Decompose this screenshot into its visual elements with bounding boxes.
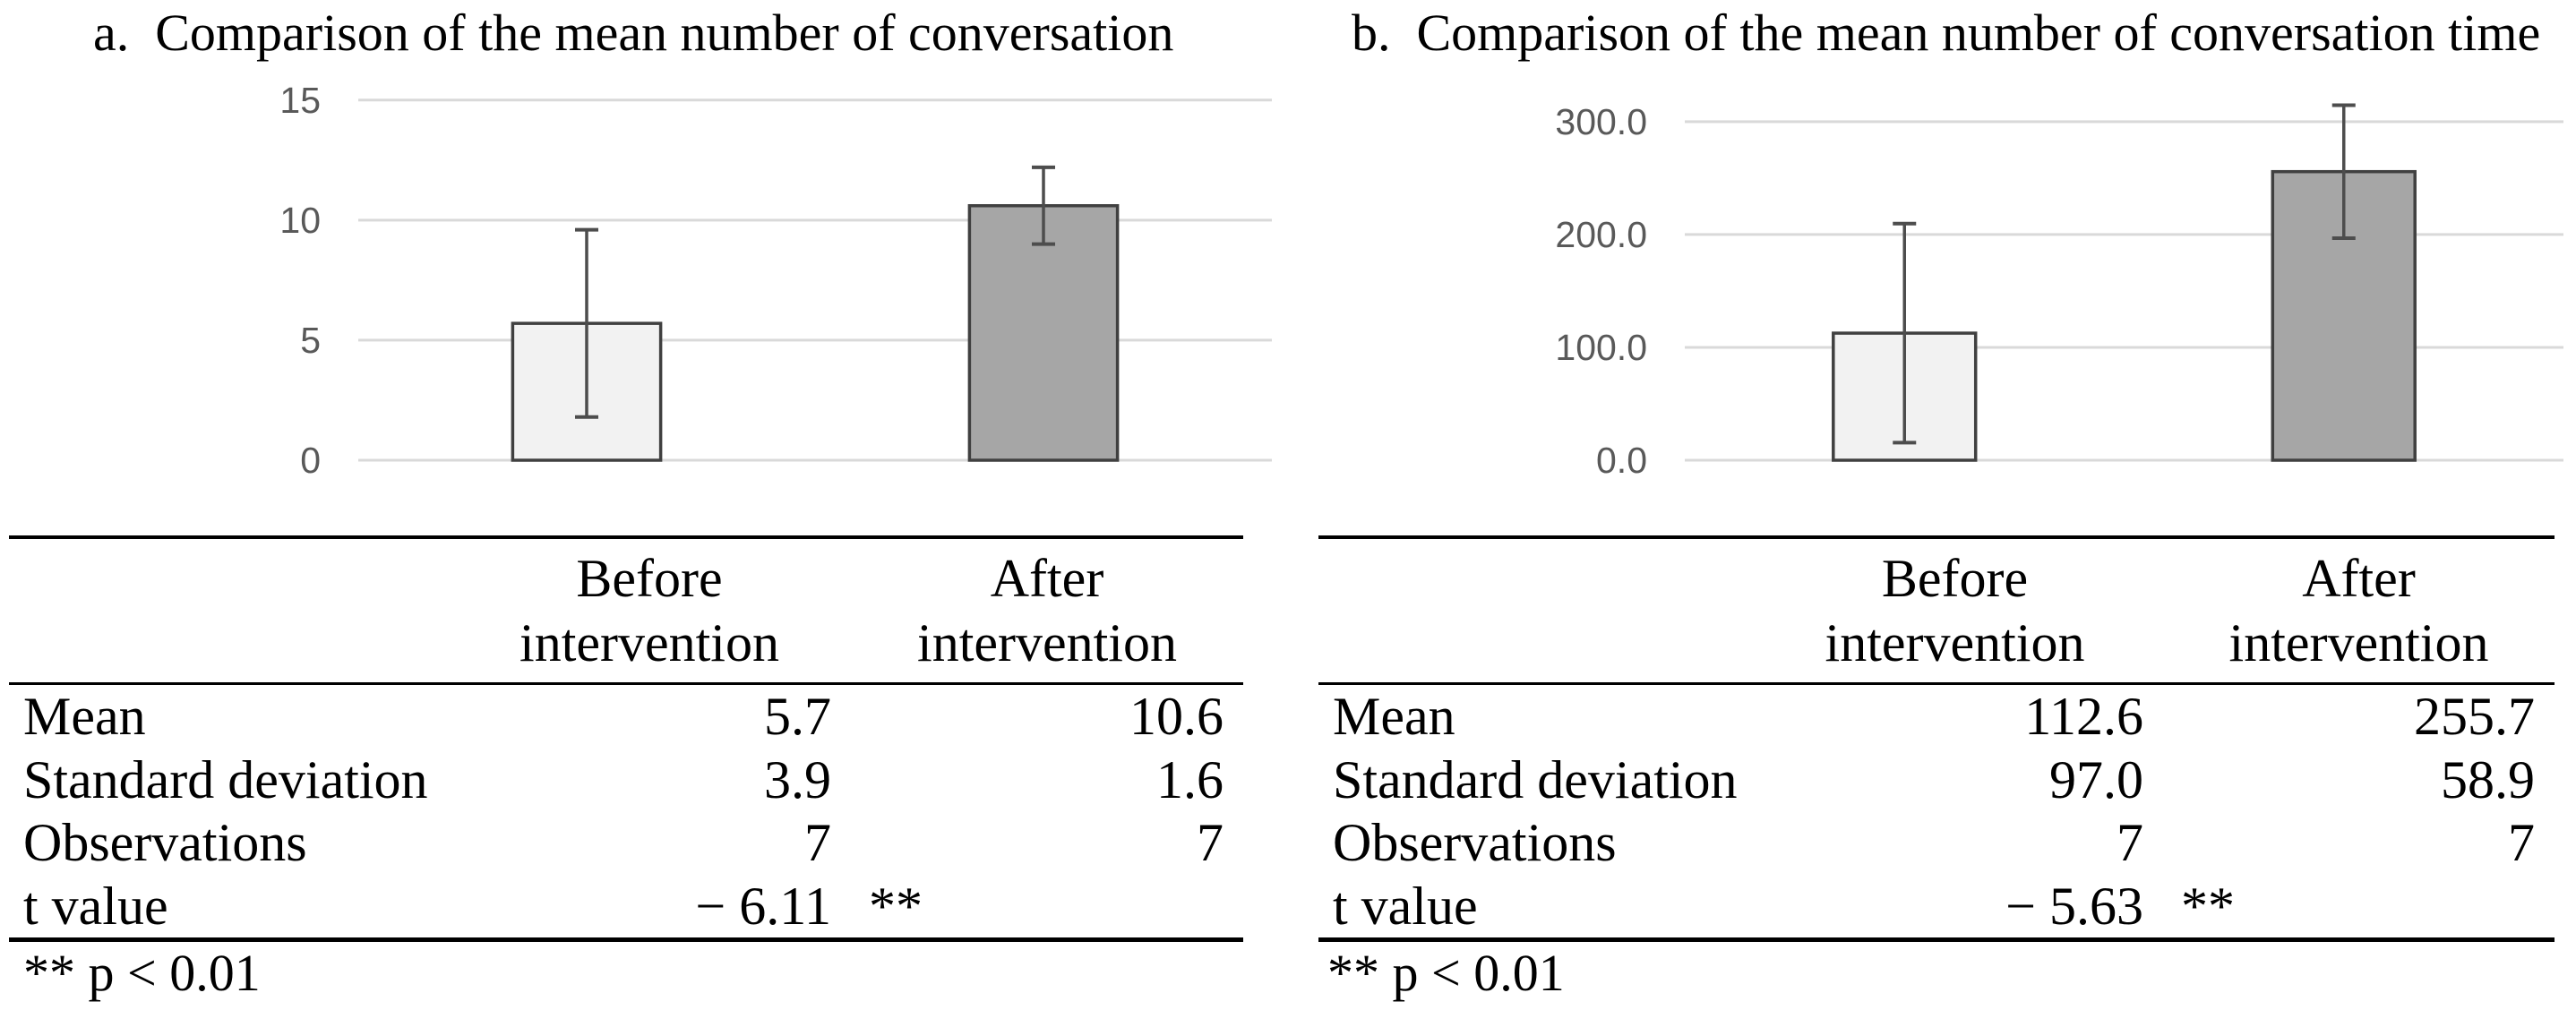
bar-chart-a: 0 5 10 15 [279, 80, 1272, 481]
col-header-before: Before intervention [1747, 539, 2163, 682]
table-row-observations: Observations 7 7 [1318, 811, 2555, 875]
y-tick-label: 15 [279, 80, 321, 121]
y-tick-label: 5 [300, 320, 321, 361]
col-header-line: Before [1881, 549, 2029, 608]
y-tick-label: 0 [300, 440, 321, 481]
panel-b: b. Comparison of the mean number of conv… [1288, 0, 2576, 1027]
row-label: Observations [23, 813, 307, 872]
value-after: 10.6 [1129, 687, 1224, 746]
row-label: Standard deviation [1333, 749, 1738, 809]
col-header-line: intervention [2228, 613, 2489, 672]
table-row-sd: Standard deviation 97.0 58.9 [1318, 749, 2555, 812]
table-row-mean: Mean 112.6 255.7 [1318, 685, 2555, 749]
y-tick-label: 100.0 [1555, 327, 1647, 368]
table-corner-cell [9, 539, 448, 682]
row-label: t value [1333, 876, 1478, 936]
table-row-sd: Standard deviation 3.9 1.6 [9, 749, 1243, 812]
value-after: 7 [1197, 813, 1224, 872]
bar-after-intervention [967, 204, 1120, 462]
y-tick-label: 0.0 [1596, 440, 1647, 481]
significance-marker: ** [869, 876, 923, 936]
table-corner-cell [1318, 539, 1747, 682]
row-label: Observations [1333, 813, 1617, 872]
col-header-line: intervention [917, 613, 1177, 672]
y-tick-label: 10 [279, 200, 321, 241]
col-header-line: After [990, 549, 1104, 608]
bar-chart-b: 0.0 100.0 200.0 300.0 [1555, 101, 2563, 481]
row-label: Mean [1333, 687, 1455, 746]
value-before: 7 [2117, 813, 2143, 872]
significance-marker: ** [2181, 876, 2235, 936]
value-before: 5.7 [764, 687, 831, 746]
row-label: Standard deviation [23, 749, 428, 809]
col-header-before: Before intervention [448, 539, 851, 682]
value-after: 58.9 [2441, 749, 2535, 809]
y-tick-label: 300.0 [1555, 101, 1647, 142]
col-header-line: intervention [1825, 613, 2085, 672]
col-header-line: After [2302, 549, 2416, 608]
table-row-tvalue: t value − 5.63 ** [1318, 875, 2555, 938]
footnote-b: ** p < 0.01 [1327, 944, 1565, 1002]
value-before: 3.9 [764, 749, 831, 809]
table-header-row: Before intervention After intervention [1318, 539, 2555, 685]
col-header-after: After intervention [851, 539, 1243, 682]
table-row-observations: Observations 7 7 [9, 811, 1243, 875]
panel-a-title: a. Comparison of the mean number of conv… [93, 4, 1174, 62]
value-before: − 6.11 [695, 876, 831, 936]
value-after: 255.7 [2414, 687, 2535, 746]
value-after: 1.6 [1156, 749, 1224, 809]
panel-b-title: b. Comparison of the mean number of conv… [1352, 4, 2541, 62]
stats-table-a: Before intervention After intervention M… [9, 535, 1243, 942]
table-row-mean: Mean 5.7 10.6 [9, 685, 1243, 749]
table-row-tvalue: t value − 6.11 ** [9, 875, 1243, 938]
footnote-a: ** p < 0.01 [23, 944, 261, 1002]
value-before: 97.0 [2049, 749, 2143, 809]
row-label: t value [23, 876, 168, 936]
value-before: 7 [804, 813, 831, 872]
table-header-row: Before intervention After intervention [9, 539, 1243, 685]
col-header-line: Before [576, 549, 723, 608]
y-tick-label: 200.0 [1555, 214, 1647, 255]
value-after: 7 [2508, 813, 2535, 872]
value-before: 112.6 [2024, 687, 2143, 746]
value-before: − 5.63 [2005, 876, 2143, 936]
row-label: Mean [23, 687, 146, 746]
col-header-after: After intervention [2163, 539, 2555, 682]
panel-a: a. Comparison of the mean number of conv… [9, 4, 1272, 1002]
stats-table-b: Before intervention After intervention M… [1318, 535, 2555, 942]
col-header-line: intervention [519, 613, 779, 672]
